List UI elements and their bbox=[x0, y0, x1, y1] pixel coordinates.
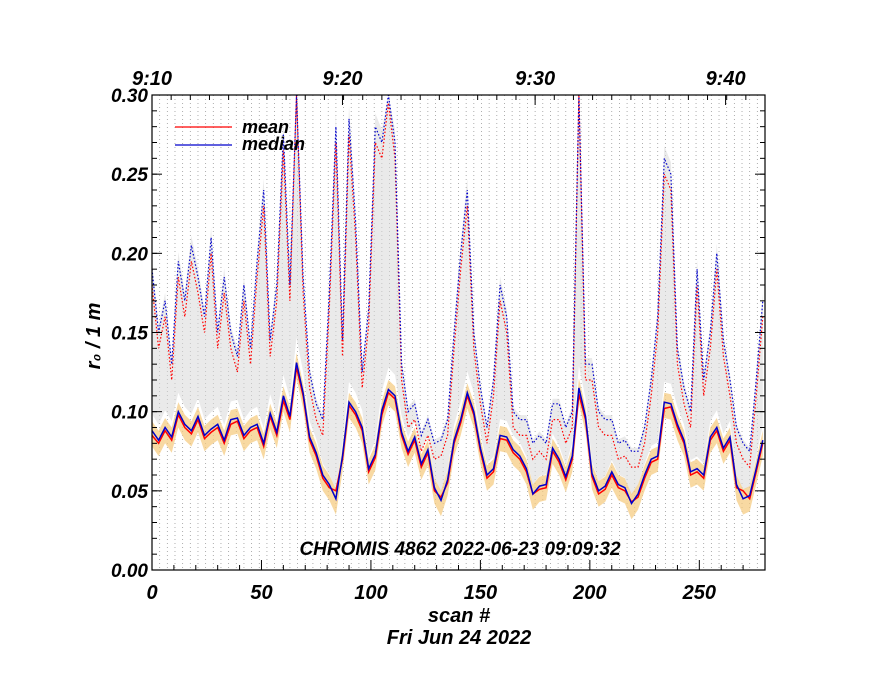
legend: mean median bbox=[175, 117, 305, 154]
x-tick-label: 50 bbox=[250, 582, 272, 604]
x-tick-label: 250 bbox=[682, 582, 716, 604]
top-time-label: 9:40 bbox=[706, 68, 746, 90]
x-tick-label: 100 bbox=[354, 582, 387, 604]
x-axis-label: scan # bbox=[428, 605, 491, 627]
top-time-label: 9:10 bbox=[132, 68, 172, 90]
series-median-line bbox=[151, 362, 764, 506]
top-time-label: 9:30 bbox=[515, 68, 555, 90]
top-time-label: 9:20 bbox=[322, 68, 362, 90]
y-tick-label: 0.30 bbox=[111, 86, 148, 107]
series-mean-dotted-line bbox=[151, 94, 764, 469]
axis-ticks: 0 50 100 150 200 250 0.00 0.05 0.10 0.15 0.20 0.25 0… bbox=[111, 68, 766, 604]
series-median-dotted-line bbox=[151, 94, 764, 453]
y-tick-label: 0.05 bbox=[111, 482, 148, 503]
y-axis-label: r₀ / 1 m bbox=[83, 303, 105, 370]
x-tick-label: 0 bbox=[146, 582, 157, 604]
y-tick-label: 0.10 bbox=[111, 403, 148, 424]
y-tick-label: 0.20 bbox=[111, 244, 148, 265]
chart-annotation: CHROMIS 4862 2022-06-23 09:09:32 bbox=[299, 539, 621, 560]
legend-median-label: median bbox=[242, 134, 305, 154]
x-axis-secondary-label: Fri Jun 24 2022 bbox=[387, 627, 532, 649]
solid-series bbox=[151, 362, 764, 506]
dotted-series bbox=[151, 94, 764, 469]
x-tick-label: 150 bbox=[464, 582, 497, 604]
x-tick-label: 200 bbox=[572, 582, 606, 604]
y-tick-label: 0.15 bbox=[111, 324, 148, 345]
y-tick-label: 0.25 bbox=[111, 165, 148, 186]
y-tick-label: 0.00 bbox=[111, 561, 148, 582]
legend-mean-label: mean bbox=[242, 117, 289, 137]
